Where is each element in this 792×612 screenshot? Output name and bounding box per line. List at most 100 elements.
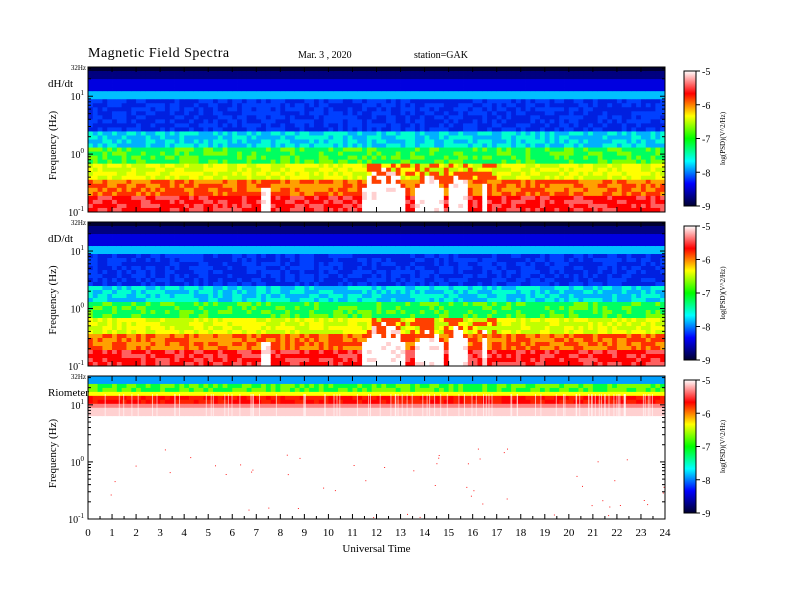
spectrogram-cell <box>357 183 363 189</box>
spectrogram-cell <box>443 67 450 72</box>
spectrogram-cell <box>188 207 195 213</box>
spectrogram-cell <box>203 175 209 181</box>
spectrogram-cell <box>160 115 166 120</box>
spectrogram-cell <box>102 270 108 275</box>
spectrogram-cell <box>645 167 651 173</box>
spectrogram-cell <box>121 95 127 100</box>
spectrogram-cell <box>270 115 276 120</box>
spectrogram-cell <box>607 207 613 213</box>
spectrogram-cell <box>227 91 233 96</box>
spectrogram-cell <box>588 171 594 177</box>
spectrogram-cell <box>92 175 99 181</box>
spectrogram-cell <box>352 87 358 92</box>
spectrogram-cell <box>395 187 401 193</box>
spectrogram-cell <box>121 135 127 140</box>
spectrogram-cell <box>347 103 353 108</box>
spectrogram-cell <box>309 123 315 128</box>
spectrogram-cell <box>626 71 632 76</box>
spectrogram-cell <box>660 87 666 92</box>
spectrogram-cell <box>626 99 632 104</box>
spectrogram-cell <box>602 107 608 112</box>
spectrogram-cell <box>121 262 127 267</box>
spectrogram-cell <box>347 87 353 92</box>
spectrogram-cell <box>390 75 397 80</box>
spectrogram-cell <box>338 187 344 193</box>
spectrogram-cell <box>419 151 425 157</box>
spectrogram-cell <box>487 195 493 201</box>
spectrogram-cell <box>410 195 416 201</box>
spectrogram-cell <box>357 175 363 181</box>
spectrogram-cell <box>275 187 281 193</box>
spectrogram-cell <box>102 167 108 173</box>
spectrogram-cell <box>554 191 560 197</box>
spectrogram-cell <box>645 79 651 84</box>
spectrogram-cell <box>179 91 185 96</box>
spectrogram-cell <box>467 95 474 100</box>
spectrogram-cell <box>328 163 334 169</box>
spectrogram-cell <box>342 139 349 144</box>
spectrogram-cell <box>198 167 204 173</box>
spectrogram-cell <box>592 167 599 173</box>
spectrogram-cell <box>443 79 450 84</box>
spectrogram-cell <box>501 71 507 76</box>
spectrogram-cell <box>164 107 171 112</box>
spectrogram-cell <box>482 175 488 181</box>
spectrogram-cell <box>198 163 204 169</box>
spectrogram-cell <box>241 163 248 169</box>
spectrogram-cell <box>583 171 589 177</box>
spectrogram-cell <box>299 179 305 185</box>
spectrogram-cell <box>323 115 329 120</box>
spectrogram-cell <box>376 155 382 161</box>
spectrogram-cell <box>472 191 478 197</box>
spectrogram-cell <box>501 95 507 100</box>
spectrogram-cell <box>530 199 536 205</box>
spectrogram-cell <box>107 362 113 367</box>
spectrogram-cell <box>289 171 296 177</box>
spectrogram-cell <box>347 131 353 136</box>
spectrogram-cell <box>280 71 286 76</box>
spectrogram-cell <box>386 115 392 120</box>
spectrogram-cell <box>636 199 642 205</box>
spectrogram-cell <box>525 191 531 197</box>
spectrogram-cell <box>323 123 329 128</box>
spectrogram-cell <box>169 139 175 144</box>
spectrogram-cell <box>155 167 161 173</box>
spectrogram-cell <box>616 191 623 197</box>
spectrogram-cell <box>482 115 488 120</box>
spectrogram-cell <box>285 207 291 213</box>
spectrogram-cell <box>92 250 99 255</box>
spectrogram-cell <box>636 115 642 120</box>
spectrogram-cell <box>424 179 430 185</box>
spectrogram-cell <box>655 115 661 120</box>
spectrogram-cell <box>400 175 406 181</box>
spectrogram-cell <box>443 135 450 140</box>
spectrogram-cell <box>487 83 493 88</box>
spectrogram-cell <box>443 147 450 152</box>
spectrogram-cell <box>501 135 507 140</box>
spectrogram-cell <box>313 187 320 193</box>
spectrogram-cell <box>549 147 555 152</box>
spectrogram-cell <box>525 167 531 173</box>
spectrogram-cell <box>208 143 214 148</box>
spectrogram-cell <box>304 167 310 173</box>
spectrogram-cell <box>97 175 103 181</box>
spectrogram-cell <box>112 203 118 209</box>
spectrogram-cell <box>193 155 199 161</box>
spectrogram-cell <box>136 151 142 157</box>
spectrogram-cell <box>92 298 99 303</box>
spectrogram-cell <box>131 350 137 355</box>
spectrogram-cell <box>366 147 373 152</box>
spectrogram-cell <box>640 119 647 124</box>
spectrogram-cell <box>112 238 118 243</box>
spectrogram-cell <box>544 119 550 124</box>
spectrogram-cell <box>602 75 608 80</box>
spectrogram-cell <box>376 199 382 205</box>
spectrogram-cell <box>539 139 546 144</box>
spectrogram-cell <box>265 95 272 100</box>
spectrogram-cell <box>443 71 450 76</box>
spectrogram-cell <box>419 115 425 120</box>
spectrogram-cell <box>333 163 339 169</box>
spectrogram-cell <box>193 183 199 189</box>
spectrogram-cell <box>251 139 257 144</box>
spectrogram-cell <box>549 119 555 124</box>
